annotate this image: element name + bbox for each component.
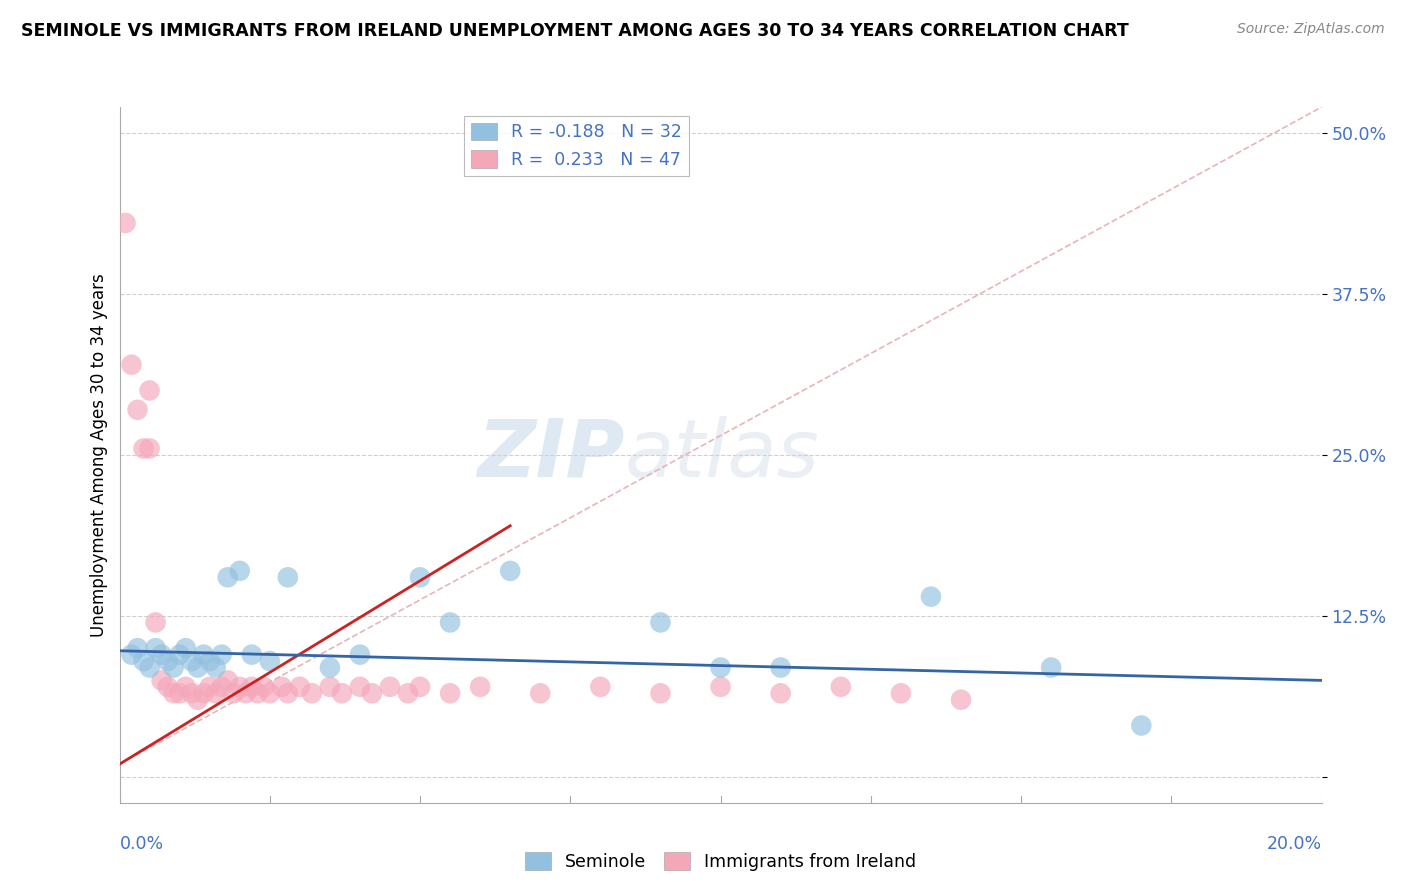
Point bbox=[529, 686, 551, 700]
Point bbox=[830, 680, 852, 694]
Point bbox=[180, 686, 202, 700]
Point bbox=[145, 641, 167, 656]
Point bbox=[132, 654, 155, 668]
Point bbox=[204, 660, 226, 674]
Point bbox=[198, 680, 221, 694]
Point bbox=[259, 686, 281, 700]
Text: ZIP: ZIP bbox=[477, 416, 624, 494]
Point bbox=[228, 564, 252, 578]
Point bbox=[769, 660, 792, 674]
Point bbox=[396, 686, 419, 700]
Point bbox=[709, 660, 731, 674]
Point bbox=[349, 680, 371, 694]
Point bbox=[1130, 718, 1153, 732]
Point bbox=[187, 660, 209, 674]
Point bbox=[174, 641, 197, 656]
Point bbox=[193, 686, 215, 700]
Point bbox=[270, 680, 292, 694]
Point bbox=[277, 686, 299, 700]
Point bbox=[235, 686, 257, 700]
Legend: Seminole, Immigrants from Ireland: Seminole, Immigrants from Ireland bbox=[519, 845, 922, 878]
Text: SEMINOLE VS IMMIGRANTS FROM IRELAND UNEMPLOYMENT AMONG AGES 30 TO 34 YEARS CORRE: SEMINOLE VS IMMIGRANTS FROM IRELAND UNEM… bbox=[21, 22, 1129, 40]
Point bbox=[127, 641, 149, 656]
Point bbox=[890, 686, 912, 700]
Point bbox=[950, 692, 973, 706]
Point bbox=[121, 648, 143, 662]
Text: atlas: atlas bbox=[624, 416, 820, 494]
Point bbox=[259, 654, 281, 668]
Point bbox=[349, 648, 371, 662]
Text: 0.0%: 0.0% bbox=[120, 835, 163, 853]
Point bbox=[228, 680, 252, 694]
Point bbox=[439, 615, 461, 630]
Point bbox=[156, 680, 179, 694]
Point bbox=[378, 680, 401, 694]
Point bbox=[150, 673, 173, 688]
Point bbox=[769, 686, 792, 700]
Point bbox=[319, 660, 342, 674]
Point bbox=[217, 673, 239, 688]
Point bbox=[174, 680, 197, 694]
Point bbox=[301, 686, 323, 700]
Point bbox=[138, 660, 160, 674]
Point bbox=[132, 442, 155, 456]
Point bbox=[211, 648, 233, 662]
Point bbox=[439, 686, 461, 700]
Point bbox=[253, 680, 276, 694]
Point bbox=[409, 570, 432, 584]
Point bbox=[198, 654, 221, 668]
Point bbox=[246, 686, 269, 700]
Point bbox=[138, 442, 160, 456]
Text: Source: ZipAtlas.com: Source: ZipAtlas.com bbox=[1237, 22, 1385, 37]
Point bbox=[169, 648, 191, 662]
Point bbox=[709, 680, 731, 694]
Point bbox=[409, 680, 432, 694]
Point bbox=[468, 680, 492, 694]
Point bbox=[162, 660, 184, 674]
Point bbox=[180, 654, 202, 668]
Point bbox=[121, 358, 143, 372]
Point bbox=[162, 686, 184, 700]
Point bbox=[169, 686, 191, 700]
Point bbox=[211, 680, 233, 694]
Point bbox=[240, 648, 263, 662]
Point bbox=[156, 654, 179, 668]
Point bbox=[222, 686, 245, 700]
Y-axis label: Unemployment Among Ages 30 to 34 years: Unemployment Among Ages 30 to 34 years bbox=[90, 273, 108, 637]
Point bbox=[114, 216, 136, 230]
Point bbox=[330, 686, 353, 700]
Point bbox=[288, 680, 311, 694]
Point bbox=[217, 570, 239, 584]
Point bbox=[193, 648, 215, 662]
Point bbox=[127, 402, 149, 417]
Point bbox=[204, 686, 226, 700]
Point bbox=[1040, 660, 1063, 674]
Point bbox=[650, 615, 672, 630]
Point bbox=[920, 590, 942, 604]
Point bbox=[277, 570, 299, 584]
Point bbox=[499, 564, 522, 578]
Point bbox=[150, 648, 173, 662]
Point bbox=[361, 686, 384, 700]
Point bbox=[589, 680, 612, 694]
Point bbox=[187, 692, 209, 706]
Point bbox=[145, 615, 167, 630]
Text: 20.0%: 20.0% bbox=[1267, 835, 1322, 853]
Point bbox=[650, 686, 672, 700]
Point bbox=[138, 384, 160, 398]
Point bbox=[319, 680, 342, 694]
Point bbox=[240, 680, 263, 694]
